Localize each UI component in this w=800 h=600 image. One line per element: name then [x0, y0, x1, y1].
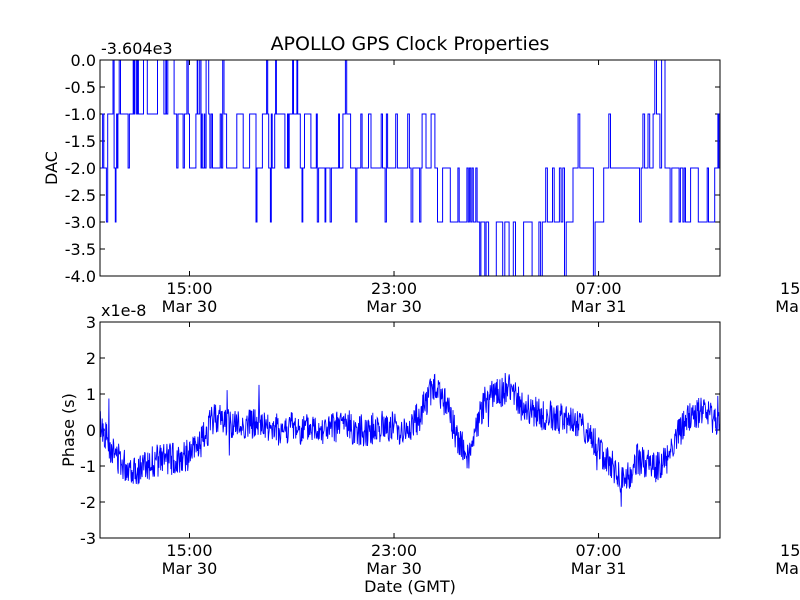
phase-y-tick-label: 1 — [86, 385, 96, 404]
dac-x-tick-date-label: Mar 31 — [571, 297, 627, 316]
phase-y-tick-label: 0 — [86, 421, 96, 440]
phase-x-tick-date-label: Mar 31 — [775, 559, 800, 578]
dac-y-tick-label: -4.0 — [65, 267, 96, 286]
phase-y-tick-label: -1 — [80, 457, 96, 476]
dac-y-axis-label: DAC — [42, 151, 61, 185]
phase-y-tick-label: 2 — [86, 349, 96, 368]
dac-x-tick-date-label: Mar 31 — [775, 297, 800, 316]
dac-y-tick-label: -2.5 — [65, 186, 96, 205]
phase-offset-text: x1e-8 — [101, 301, 146, 320]
dac-x-tick-time-label: 15:00 — [166, 279, 212, 298]
phase-x-tick-date-label: Mar 30 — [366, 559, 422, 578]
chart-title: APOLLO GPS Clock Properties — [271, 33, 550, 55]
dac-x-tick-time-label: 07:00 — [576, 279, 622, 298]
phase-x-tick-date-label: Mar 31 — [571, 559, 627, 578]
dac-x-tick-time-label: 15:00 — [780, 279, 800, 298]
dac-x-tick-time-label: 23:00 — [371, 279, 417, 298]
phase-y-tick-label: 3 — [86, 313, 96, 332]
dac-offset-text: -3.604e3 — [101, 39, 173, 58]
phase-x-tick-time-label: 15:00 — [780, 541, 800, 560]
dac-y-tick-label: -3.0 — [65, 213, 96, 232]
dac-y-tick-label: -0.5 — [65, 78, 96, 97]
phase-x-tick-time-label: 07:00 — [576, 541, 622, 560]
figure: APOLLO GPS Clock Properties -3.604e3 DAC… — [0, 0, 800, 600]
dac-y-tick-label: -1.5 — [65, 132, 96, 151]
dac-y-tick-label: -1.0 — [65, 105, 96, 124]
dac-x-tick-date-label: Mar 30 — [162, 297, 218, 316]
phase-x-tick-time-label: 23:00 — [371, 541, 417, 560]
dac-x-tick-date-label: Mar 30 — [366, 297, 422, 316]
dac-y-tick-label: -3.5 — [65, 240, 96, 259]
phase-x-tick-date-label: Mar 30 — [162, 559, 218, 578]
dac-y-tick-label: -2.0 — [65, 159, 96, 178]
dac-y-tick-label: 0.0 — [71, 51, 96, 70]
phase-x-tick-time-label: 15:00 — [166, 541, 212, 560]
phase-x-axis-label: Date (GMT) — [364, 577, 456, 596]
phase-y-tick-label: -2 — [80, 493, 96, 512]
phase-y-axis-label: Phase (s) — [59, 393, 78, 467]
phase-y-tick-label: -3 — [80, 529, 96, 548]
